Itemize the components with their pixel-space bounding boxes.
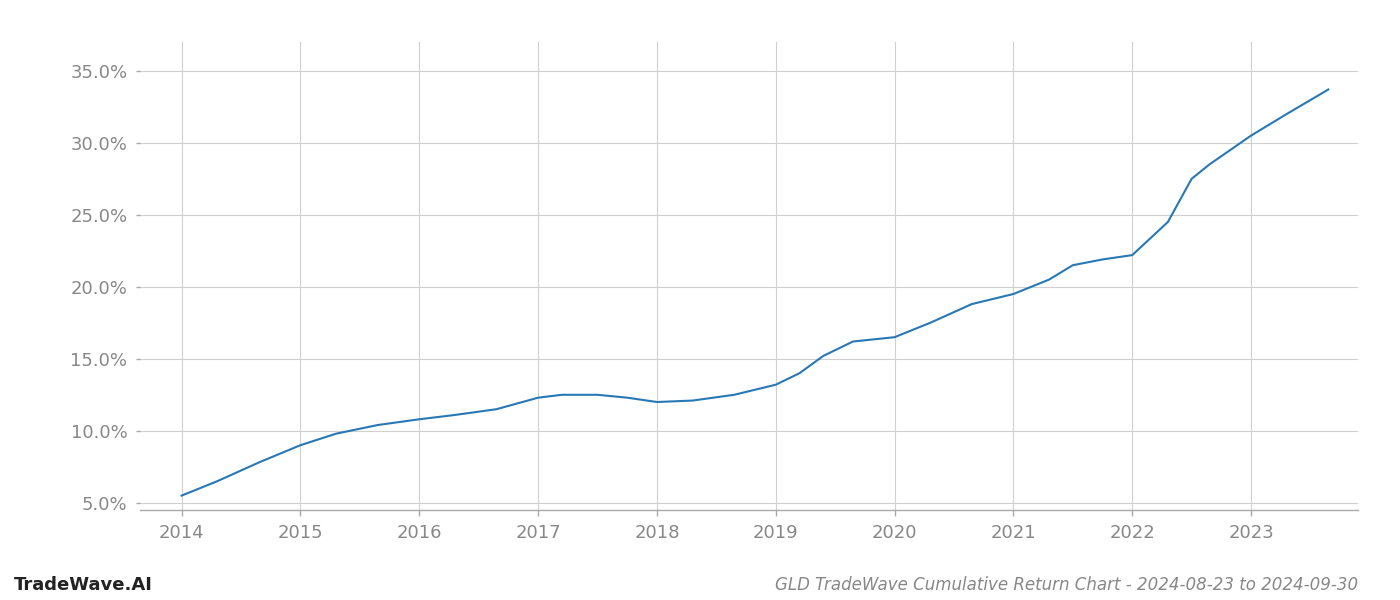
Text: TradeWave.AI: TradeWave.AI <box>14 576 153 594</box>
Text: GLD TradeWave Cumulative Return Chart - 2024-08-23 to 2024-09-30: GLD TradeWave Cumulative Return Chart - … <box>774 576 1358 594</box>
